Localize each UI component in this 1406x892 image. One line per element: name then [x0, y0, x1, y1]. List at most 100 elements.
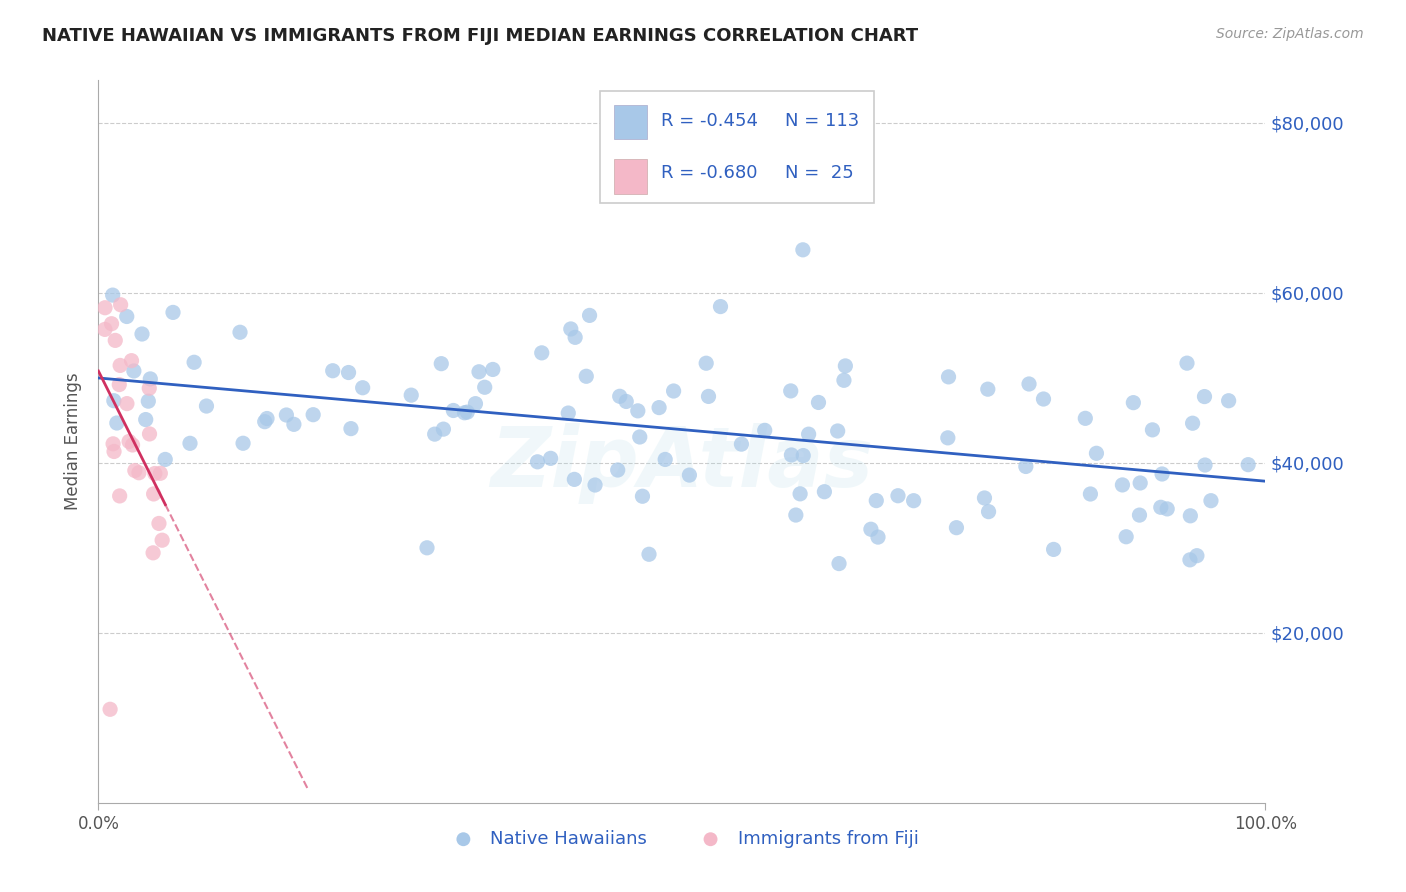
Point: [866, 530, 889, 544]
Point: [115, 310, 138, 324]
Point: [94, 322, 117, 336]
Text: R = -0.454: R = -0.454: [661, 112, 758, 130]
Point: [792, 243, 814, 257]
Point: [103, 444, 125, 458]
Point: [606, 463, 628, 477]
Point: [474, 380, 496, 394]
Point: [789, 487, 811, 501]
Point: [827, 424, 849, 438]
Point: [526, 455, 548, 469]
Point: [1042, 542, 1064, 557]
Point: [124, 463, 146, 477]
Point: [1128, 508, 1150, 522]
FancyBboxPatch shape: [614, 104, 647, 139]
Point: [1175, 356, 1198, 370]
Point: [859, 522, 882, 536]
Point: [1180, 508, 1202, 523]
Point: [973, 491, 995, 505]
Point: [977, 382, 1000, 396]
Point: [945, 521, 967, 535]
Point: [162, 305, 184, 319]
Point: [1085, 446, 1108, 460]
Point: [131, 326, 153, 341]
Point: [828, 557, 851, 571]
Point: [1152, 467, 1174, 481]
Point: [1181, 416, 1204, 430]
Point: [609, 389, 631, 403]
Point: [139, 372, 162, 386]
Point: [105, 416, 128, 430]
Point: [149, 467, 172, 481]
Text: ZipAtlas: ZipAtlas: [491, 423, 873, 504]
Point: [98, 702, 121, 716]
Point: [832, 373, 855, 387]
Point: [1156, 501, 1178, 516]
Point: [229, 325, 252, 339]
Point: [1237, 458, 1260, 472]
Point: [1142, 423, 1164, 437]
Point: [654, 452, 676, 467]
Point: [150, 533, 173, 548]
Point: [792, 449, 814, 463]
Point: [352, 381, 374, 395]
Point: [977, 505, 1000, 519]
Point: [834, 359, 856, 373]
Point: [283, 417, 305, 432]
Point: [557, 406, 579, 420]
Point: [138, 426, 160, 441]
Point: [423, 427, 446, 442]
Text: Source: ZipAtlas.com: Source: ZipAtlas.com: [1216, 27, 1364, 41]
Point: [1150, 500, 1173, 515]
Point: [697, 389, 720, 403]
Point: [121, 438, 143, 452]
Text: N =  25: N = 25: [785, 164, 853, 183]
Point: [938, 369, 960, 384]
Point: [118, 434, 141, 449]
Point: [583, 478, 606, 492]
Point: [662, 384, 685, 398]
Point: [754, 423, 776, 437]
Point: [108, 377, 131, 392]
Point: [631, 489, 654, 503]
Point: [540, 451, 562, 466]
Point: [104, 334, 127, 348]
Point: [813, 484, 835, 499]
Point: [253, 415, 276, 429]
Text: R = -0.680: R = -0.680: [661, 164, 758, 183]
Point: [648, 401, 671, 415]
Point: [780, 448, 803, 462]
Point: [628, 430, 651, 444]
Point: [135, 412, 157, 426]
Point: [142, 546, 165, 560]
Point: [110, 298, 132, 312]
Point: [779, 384, 801, 398]
Point: [94, 301, 117, 315]
Point: [399, 388, 422, 402]
Point: [936, 431, 959, 445]
Point: [578, 309, 600, 323]
Point: [468, 365, 491, 379]
Point: [441, 403, 464, 417]
Point: [1074, 411, 1097, 425]
Point: [560, 322, 582, 336]
Point: [276, 408, 298, 422]
Point: [1194, 458, 1216, 472]
Text: NATIVE HAWAIIAN VS IMMIGRANTS FROM FIJI MEDIAN EARNINGS CORRELATION CHART: NATIVE HAWAIIAN VS IMMIGRANTS FROM FIJI …: [42, 27, 918, 45]
Point: [564, 472, 586, 486]
Point: [195, 399, 218, 413]
Point: [148, 516, 170, 531]
Point: [1018, 376, 1040, 391]
Point: [138, 381, 160, 395]
Point: [530, 346, 553, 360]
Point: [678, 468, 700, 483]
Point: [155, 452, 177, 467]
Point: [730, 437, 752, 451]
Point: [121, 353, 143, 368]
Point: [807, 395, 830, 409]
Point: [453, 406, 475, 420]
Point: [1178, 553, 1201, 567]
Point: [302, 408, 325, 422]
Point: [142, 487, 165, 501]
Point: [322, 364, 344, 378]
Point: [103, 393, 125, 408]
